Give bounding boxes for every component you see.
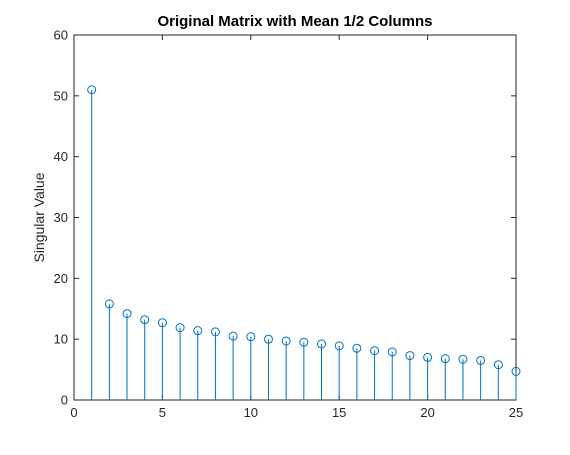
stem-marker	[476, 355, 486, 365]
y-tick-label: 60	[54, 28, 68, 43]
x-tick-label: 0	[70, 405, 77, 420]
stem-marker	[157, 318, 167, 328]
stem-marker	[122, 309, 132, 319]
stem-marker	[210, 327, 220, 337]
stem-marker	[228, 331, 238, 341]
stem-marker	[352, 343, 362, 353]
stem-marker	[281, 336, 291, 346]
x-tick-label: 15	[332, 405, 346, 420]
stem-marker	[140, 315, 150, 325]
x-tick-label: 25	[509, 405, 523, 420]
y-tick-label: 40	[54, 149, 68, 164]
stem-marker	[246, 332, 256, 342]
stem-marker	[263, 334, 273, 344]
stem-marker	[423, 352, 433, 362]
y-tick-label: 10	[54, 332, 68, 347]
stem-marker	[370, 346, 380, 356]
stem-marker	[458, 354, 468, 364]
stem-marker	[334, 341, 344, 351]
y-tick-label: 50	[54, 88, 68, 103]
stem-marker	[405, 351, 415, 361]
y-tick-label: 20	[54, 271, 68, 286]
stem-marker	[387, 347, 397, 357]
stem-marker	[511, 366, 521, 376]
stem-marker	[104, 299, 114, 309]
stem-marker	[175, 323, 185, 333]
axes-box	[73, 34, 517, 401]
chart-title: Original Matrix with Mean 1/2 Columns	[157, 13, 432, 30]
x-tick-label: 10	[244, 405, 258, 420]
y-tick-label: 0	[61, 393, 68, 408]
stem-marker	[440, 354, 450, 364]
stem-marker	[317, 339, 327, 349]
y-axis-label: Singular Value	[31, 172, 47, 262]
ticks: 0 5 10 15 20 25 0 10 20 30 40 50 60	[54, 28, 524, 421]
stem-marker	[299, 337, 309, 347]
stem-marker	[193, 326, 203, 336]
stems	[87, 85, 521, 400]
axes-frame	[73, 34, 517, 401]
stem-marker	[493, 360, 503, 370]
stem-marker	[87, 85, 97, 95]
x-tick-label: 5	[159, 405, 166, 420]
y-tick-label: 30	[54, 210, 68, 225]
x-tick-label: 20	[420, 405, 434, 420]
